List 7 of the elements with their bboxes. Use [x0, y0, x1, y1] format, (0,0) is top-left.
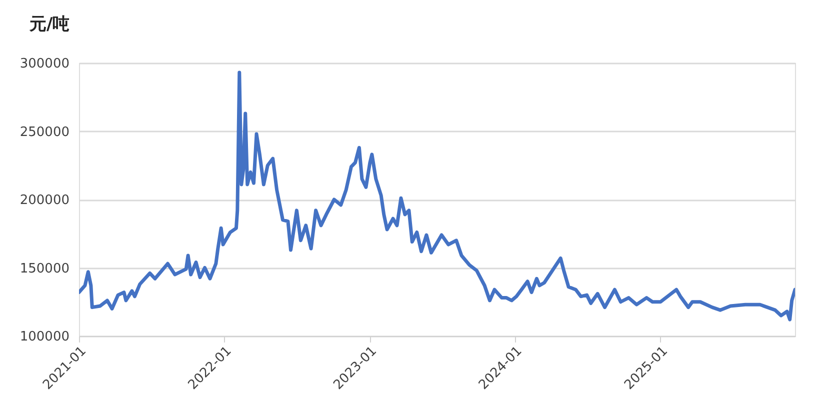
- y-tick-label: 200000: [20, 193, 70, 208]
- y-tick-label: 100000: [20, 330, 70, 344]
- y-axis-title: 元/吨: [28, 14, 70, 34]
- y-tick-label: 150000: [20, 261, 70, 276]
- line-series: [79, 70, 795, 322]
- y-tick-label: 300000: [20, 56, 70, 72]
- y-tick-label: 250000: [20, 124, 70, 140]
